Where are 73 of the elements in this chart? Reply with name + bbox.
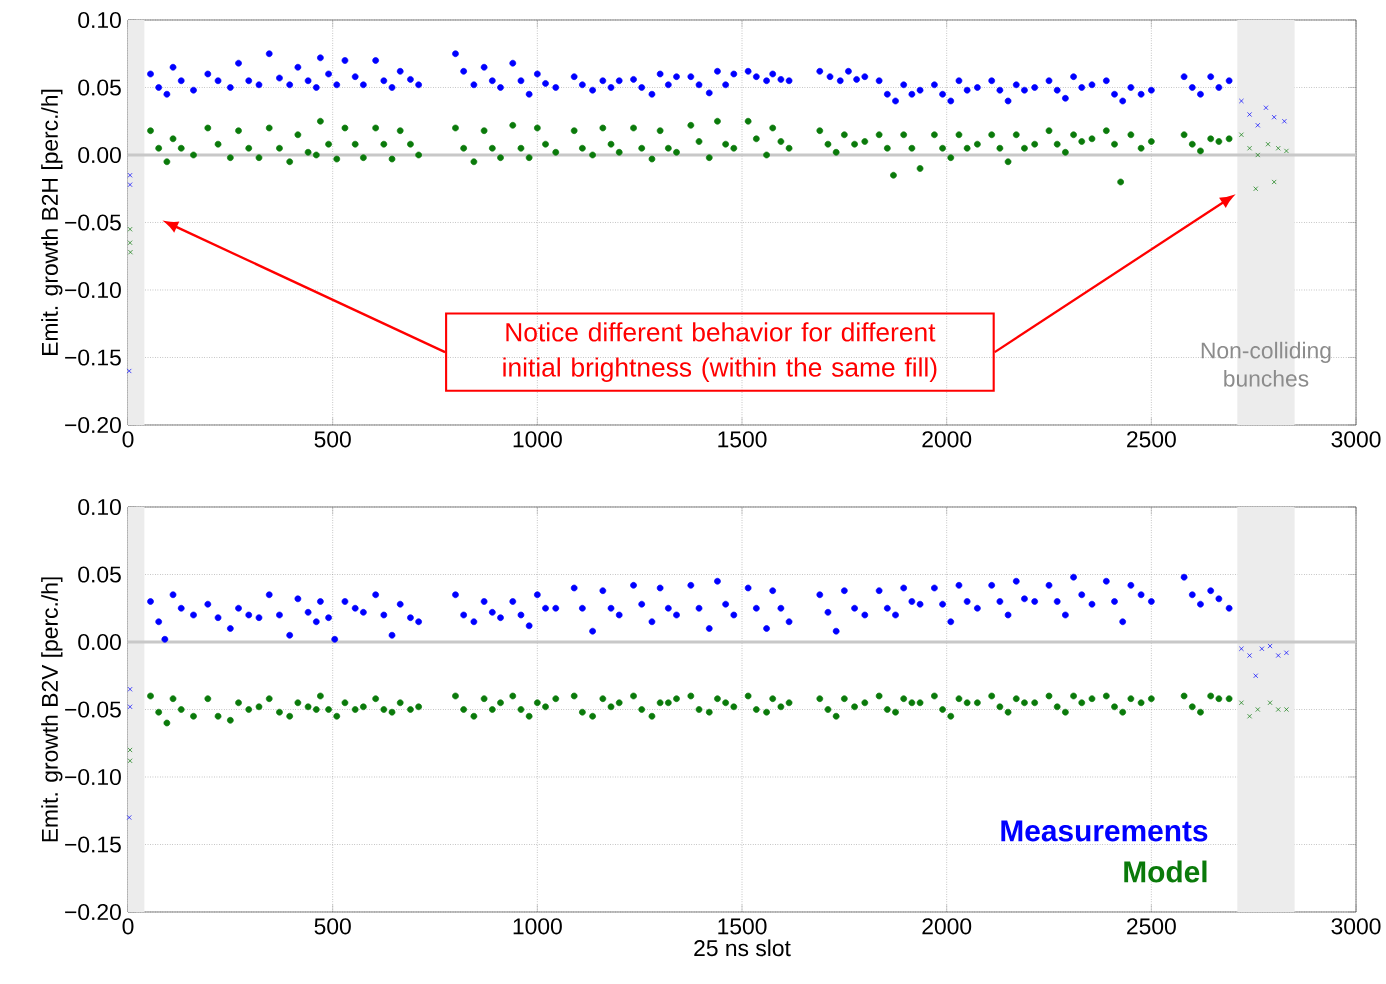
point [1259,646,1265,652]
x-tick-label: 1500 [718,918,767,935]
point [127,704,133,710]
point [1253,186,1259,192]
band-label: Non-colliding bunches [1201,341,1331,387]
point [126,815,132,820]
x-tick-label: 1000 [513,918,562,935]
point [1238,132,1244,138]
point [1238,646,1244,652]
y-tick-label: −0.10 [65,281,121,299]
point [126,368,132,374]
annotation: Notice different behavior for different initial brightness (within the same fill) [503,322,937,382]
point [1265,141,1271,147]
point [1275,145,1281,151]
text: Measurements [1001,820,1208,842]
point [1267,700,1273,706]
x-tick-label: 500 [314,431,351,448]
point [1271,114,1277,120]
y-tick-label: 0.00 [78,633,121,651]
point [1247,112,1253,117]
y-tick-label: −0.15 [65,836,121,853]
point [127,747,133,753]
point [127,182,133,188]
y-tick-label: −0.05 [65,701,121,718]
point [1255,152,1261,158]
y-tick-label: −0.20 [65,416,121,434]
point [1255,707,1261,712]
y-tick-label: −0.10 [65,768,121,786]
point [1275,653,1281,658]
y-tick-label: 0.10 [78,498,121,516]
x-tick-label: 1000 [513,431,562,448]
point [1281,118,1287,124]
y-tick-label: −0.05 [65,214,121,231]
x-tick-label: 2000 [922,431,972,448]
x-tick-label: 2500 [1127,431,1176,448]
point [1267,643,1273,649]
point [127,686,133,692]
y-tick-label: −0.20 [65,903,121,921]
x-axis-title: 25 ns slot [694,939,791,957]
point [1275,707,1281,712]
point [1238,700,1244,706]
point [1253,673,1259,679]
point [127,172,133,178]
x-tick-label: 2000 [922,918,972,935]
y-tick-label: 0.05 [78,566,121,583]
point [1247,653,1253,658]
point [1283,707,1289,712]
y-tick-label: 0.05 [78,79,121,96]
point [1283,148,1289,154]
point [127,758,133,764]
x-tick-label: 3000 [1331,431,1381,448]
x-tick-label: 2500 [1127,918,1176,935]
point [1247,145,1253,151]
point [128,249,133,255]
x-tick-label: 0 [122,431,134,448]
x-tick-label: 1500 [718,431,767,448]
y-axis-title: Emit. growth B2V [perc./h] [41,577,63,842]
point [1263,105,1269,111]
point [127,240,133,246]
point [1238,98,1244,104]
point [1283,650,1289,656]
x-tick-label: 500 [314,918,351,935]
y-tick-label: 0.10 [78,11,121,29]
y-axis-title: Emit. growth B2H [perc./h] [41,89,63,355]
point [1255,122,1261,128]
text: Model [1124,860,1207,883]
y-tick-label: 0.00 [78,146,121,164]
point [127,226,133,232]
point [1271,179,1277,185]
point [1247,713,1253,719]
x-tick-label: 0 [122,918,134,935]
x-tick-label: 3000 [1331,918,1381,935]
y-tick-label: −0.15 [65,349,121,366]
